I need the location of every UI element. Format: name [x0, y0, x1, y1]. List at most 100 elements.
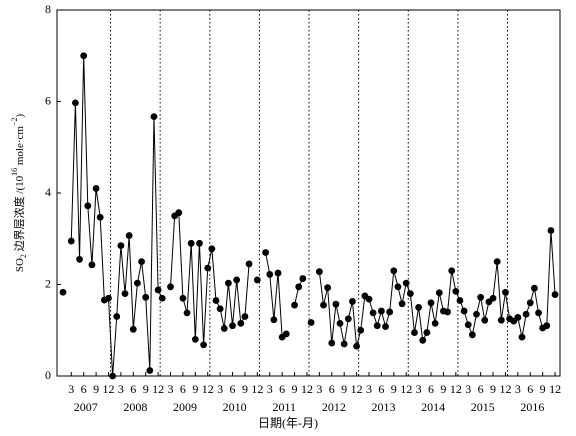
- year-label: 2007: [74, 400, 98, 414]
- data-point: [233, 276, 241, 284]
- x-tick-label: 6: [428, 382, 434, 396]
- series-line: [70, 55, 556, 377]
- y-axis-label: SO2 边界层浓度 /(1016 mole·cm−2): [10, 114, 28, 273]
- data-point: [365, 295, 373, 303]
- data-point: [464, 321, 472, 329]
- year-label: 2012: [322, 400, 346, 414]
- y-tick-label: 2: [45, 276, 51, 290]
- data-point: [158, 294, 166, 302]
- data-point: [336, 319, 344, 327]
- data-point: [183, 309, 191, 317]
- data-point: [237, 319, 245, 327]
- data-point: [493, 258, 501, 266]
- year-label: 2013: [371, 400, 395, 414]
- data-point: [452, 287, 460, 295]
- data-point: [146, 367, 154, 374]
- x-tick-label: 12: [549, 382, 561, 396]
- y-axis-label-part: mole·cm: [14, 126, 26, 168]
- data-point: [92, 185, 100, 192]
- data-point: [535, 309, 542, 317]
- data-point: [200, 341, 207, 349]
- data-point: [489, 294, 497, 302]
- data-point: [142, 293, 150, 301]
- x-tick-label: 9: [440, 382, 446, 396]
- data-point: [522, 310, 530, 318]
- data-point: [427, 299, 435, 307]
- data-point: [88, 261, 96, 269]
- data-point: [402, 279, 410, 287]
- data-point: [419, 336, 427, 344]
- data-point: [129, 325, 137, 333]
- x-tick-label: 12: [152, 382, 164, 396]
- data-point: [59, 288, 67, 296]
- data-point: [216, 305, 224, 313]
- x-tick-label: 9: [292, 382, 298, 396]
- data-point: [262, 249, 270, 256]
- year-label: 2008: [123, 400, 147, 414]
- x-tick-label: 12: [102, 382, 114, 396]
- data-point: [109, 372, 117, 380]
- data-point: [270, 316, 278, 324]
- x-tick-label: 6: [527, 382, 533, 396]
- data-point: [357, 326, 365, 334]
- data-point: [266, 271, 274, 278]
- data-point: [80, 52, 88, 60]
- x-tick-label: 6: [378, 382, 384, 396]
- x-tick-label: 9: [242, 382, 248, 396]
- data-point: [253, 276, 261, 284]
- data-point: [411, 329, 418, 336]
- data-point: [187, 239, 195, 247]
- data-point: [373, 322, 381, 330]
- data-point: [377, 307, 385, 315]
- data-point: [386, 308, 394, 316]
- data-point: [543, 322, 551, 330]
- data-point: [456, 297, 464, 304]
- data-point: [150, 113, 158, 120]
- data-point: [315, 268, 323, 276]
- data-point: [121, 290, 129, 298]
- data-point: [225, 279, 232, 287]
- data-point: [369, 309, 377, 317]
- data-point: [208, 245, 216, 253]
- x-tick-label: 12: [351, 382, 363, 396]
- data-point: [328, 339, 336, 347]
- y-tick-label: 8: [45, 2, 51, 16]
- data-point: [175, 209, 183, 217]
- data-point: [105, 294, 112, 302]
- x-tick-label: 3: [366, 382, 372, 396]
- x-tick-label: 12: [499, 382, 511, 396]
- data-point: [390, 267, 398, 275]
- data-point: [320, 301, 327, 309]
- x-tick-label: 3: [118, 382, 124, 396]
- x-tick-label: 3: [267, 382, 273, 396]
- y-tick-label: 6: [45, 93, 51, 107]
- data-point: [481, 316, 489, 324]
- year-label: 2016: [520, 400, 544, 414]
- data-point: [212, 297, 220, 304]
- data-point: [526, 299, 534, 307]
- data-point: [67, 237, 75, 245]
- data-point: [220, 325, 228, 332]
- data-point: [394, 283, 402, 291]
- data-point: [497, 316, 505, 324]
- data-point: [179, 294, 187, 302]
- data-point: [473, 310, 480, 318]
- x-tick-label: 3: [465, 382, 471, 396]
- x-tick-label: 6: [81, 382, 87, 396]
- data-point: [382, 323, 389, 330]
- data-point: [307, 319, 315, 326]
- data-point: [154, 286, 162, 294]
- x-tick-label: 9: [490, 382, 496, 396]
- x-axis-label: 日期(年-月): [258, 416, 318, 430]
- y-axis-label-part: 16: [10, 168, 19, 176]
- data-point: [167, 283, 174, 291]
- x-tick-label: 3: [416, 382, 422, 396]
- x-tick-label: 12: [202, 382, 214, 396]
- data-point: [431, 319, 439, 327]
- data-point: [477, 293, 485, 301]
- data-point: [406, 290, 414, 298]
- data-point: [324, 284, 332, 292]
- data-point: [423, 329, 431, 336]
- data-point: [72, 99, 79, 107]
- x-tick-label: 9: [540, 382, 546, 396]
